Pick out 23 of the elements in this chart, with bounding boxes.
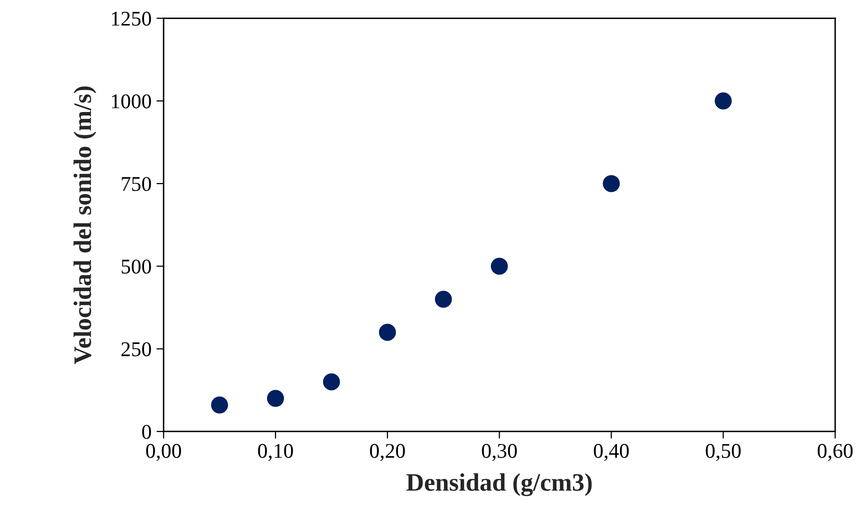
y-tick-label: 500 (122, 260, 151, 274)
x-tick-label: 0,40 (594, 444, 629, 461)
y-tick-label: 0 (142, 424, 151, 439)
y-tick-label: 1000 (112, 94, 151, 108)
y-axis-title: Velocidad del sonido (m/s) (74, 86, 96, 364)
x-tick-label: 0,20 (370, 444, 405, 461)
point (378, 324, 396, 341)
point (322, 373, 340, 390)
y-tick-label: 750 (122, 176, 151, 192)
point (602, 175, 620, 192)
y-tick-label: 1250 (112, 12, 151, 26)
x-axis-title: Densidad (g/cm3) (406, 473, 592, 496)
point (490, 258, 508, 275)
x-tick-label: 0,10 (258, 444, 293, 461)
point (267, 390, 284, 407)
y-tick-label: 250 (121, 342, 151, 356)
point (434, 290, 452, 308)
x-tick-label: 0,00 (146, 444, 182, 461)
x-tick-label: 0,60 (818, 444, 853, 461)
x-tick-label: 0,50 (706, 444, 741, 461)
point (211, 396, 228, 414)
point (714, 92, 732, 110)
x-tick-label: 0,30 (482, 444, 517, 461)
